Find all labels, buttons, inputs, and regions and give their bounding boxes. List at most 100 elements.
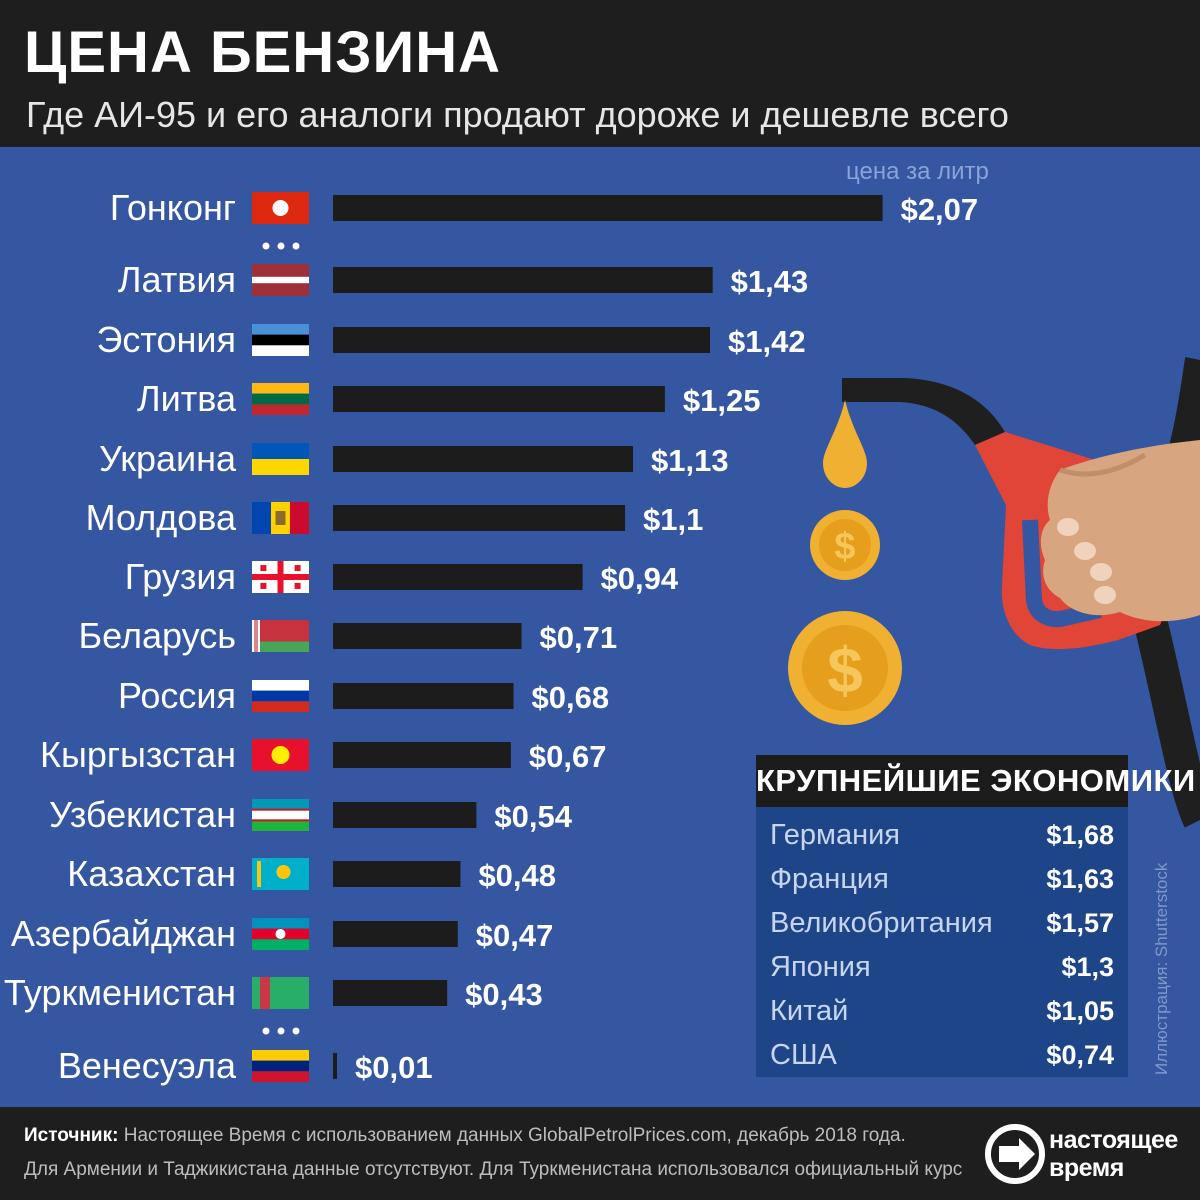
estonia-flag: [252, 324, 309, 356]
country-label: Кыргызстан: [40, 734, 236, 775]
fuel-drop-icon: [823, 400, 867, 488]
lithuania-flag: [252, 383, 309, 415]
bar: [333, 980, 448, 1006]
turkmenistan-flag: [252, 977, 309, 1009]
fuel-hose-lower: [1133, 615, 1200, 828]
value-label: $0,48: [478, 858, 556, 893]
economy-name: Япония: [770, 951, 871, 983]
ukraine-flag: [252, 443, 309, 475]
moldova-flag: [252, 502, 309, 534]
bar: [333, 683, 514, 709]
source-label: Источник:: [24, 1125, 119, 1146]
value-label: $0,68: [532, 680, 610, 715]
coin-large-dollar-icon: $: [827, 634, 863, 706]
latvia-flag: [252, 264, 309, 296]
bar: [333, 861, 461, 887]
venezuela-flag: [252, 1050, 309, 1082]
economy-row: Великобритания $1,57: [756, 901, 1128, 945]
economy-name: Китай: [770, 995, 849, 1027]
header: ЦЕНА БЕНЗИНА Где АИ-95 и его аналоги про…: [0, 0, 1200, 147]
economy-value: $1,63: [1046, 864, 1114, 894]
economy-row: Япония $1,3: [756, 945, 1128, 989]
bar: [333, 386, 665, 412]
coin-small-dollar-icon: $: [834, 526, 855, 568]
economy-name: Германия: [770, 819, 901, 851]
country-label: Беларусь: [79, 615, 236, 656]
belarus-flag: [252, 620, 309, 652]
bar: [333, 802, 477, 828]
country-label: Гонконг: [110, 187, 236, 228]
kazakhstan-flag: [252, 858, 309, 890]
kyrgyzstan-flag: [252, 739, 309, 771]
illustration-credit: Иллюстрация: Shutterstock: [1152, 862, 1171, 1075]
bar: [333, 921, 458, 947]
logo-text-line1: настоящее: [1049, 1126, 1178, 1154]
value-label: $1,43: [731, 264, 809, 299]
largest-economies-title: КРУПНЕЙШИЕ ЭКОНОМИКИ: [756, 755, 1195, 807]
value-label: $2,07: [901, 192, 979, 227]
source-line: Источник: Настоящее Время с использовани…: [24, 1125, 906, 1147]
economy-row: Германия $1,68: [756, 813, 1128, 857]
country-label: Эстония: [97, 319, 236, 360]
coin-small-inner: [819, 519, 871, 571]
fingernail-4: [1094, 586, 1116, 604]
economy-row: Китай $1,05: [756, 989, 1128, 1033]
bar-chart: Гонконг $2,07 Латвия $1,43 Эстония $1,42 Литва…: [4, 187, 979, 1086]
country-label: Узбекистан: [49, 794, 236, 835]
economy-name: Франция: [770, 863, 889, 895]
uzbekistan-flag: [252, 799, 309, 831]
logo: настоящее время: [985, 1119, 1185, 1189]
bar: [333, 267, 713, 293]
economy-value: $1,05: [1046, 996, 1114, 1026]
country-label: Украина: [99, 438, 237, 479]
coin-large-inner: [802, 625, 888, 711]
value-label: $0,01: [355, 1050, 433, 1085]
value-label: $1,13: [651, 443, 729, 478]
economy-value: $1,68: [1046, 820, 1114, 850]
nozzle-trigger-guard: [1022, 519, 1102, 627]
bar: [333, 1053, 337, 1079]
fuel-illustration: $ $: [788, 357, 1200, 828]
bar: [333, 623, 522, 649]
azerbaijan-flag: [252, 918, 309, 950]
economy-name: Великобритания: [770, 907, 993, 939]
source-text: Настоящее Время с использованием данных …: [118, 1125, 906, 1146]
thumb-crease: [1059, 452, 1147, 477]
hong-kong-flag: [252, 192, 309, 224]
economy-value: $0,74: [1046, 1040, 1114, 1070]
bar: [333, 742, 511, 768]
economy-value: $1,3: [1061, 952, 1114, 982]
largest-economies-panel: КРУПНЕЙШИЕ ЭКОНОМИКИ Германия $1,68 Фран…: [756, 755, 1195, 1077]
value-label: $1,1: [643, 502, 703, 537]
fingernail-3: [1090, 563, 1112, 581]
logo-text-line2: время: [1049, 1154, 1124, 1182]
bar: [333, 505, 626, 531]
bar: [333, 564, 583, 590]
hand-icon: [1040, 440, 1200, 622]
country-label: Казахстан: [67, 853, 236, 894]
value-label: $0,67: [529, 739, 607, 774]
economy-row: Франция $1,63: [756, 857, 1128, 901]
country-label: Литва: [137, 378, 237, 419]
fingernail-1: [1057, 518, 1079, 536]
unit-label: цена за литр: [846, 158, 989, 185]
chart-area: $ $ Гонконг $2,07 Латвия $1,43 Эстония $1,42 Л…: [0, 147, 1200, 1107]
value-label: $1,25: [683, 383, 761, 418]
country-label: Грузия: [125, 556, 236, 597]
fingernail-2: [1074, 542, 1096, 560]
country-label: Венесуэла: [58, 1045, 237, 1086]
nozzle-spout: [842, 378, 1005, 445]
bar: [333, 327, 711, 353]
country-label: Россия: [118, 675, 236, 716]
georgia-flag: [252, 561, 309, 593]
country-label: Азербайджан: [11, 913, 236, 954]
gap-ellipsis-icon: [262, 1027, 300, 1035]
value-label: $0,54: [494, 799, 572, 834]
bar: [333, 195, 883, 221]
value-label: $1,42: [728, 324, 806, 359]
footer: Источник: Настоящее Время с использовани…: [0, 1107, 1200, 1200]
bar: [333, 446, 634, 472]
country-label: Молдова: [86, 497, 237, 538]
value-label: $0,43: [465, 977, 543, 1012]
